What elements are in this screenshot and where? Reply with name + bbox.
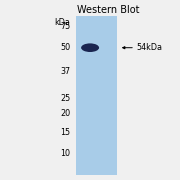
Text: 54kDa: 54kDa: [137, 43, 163, 52]
Text: 37: 37: [60, 68, 70, 76]
Text: 10: 10: [60, 149, 70, 158]
Text: 50: 50: [60, 43, 70, 52]
Text: Western Blot: Western Blot: [77, 5, 139, 15]
Text: 75: 75: [60, 22, 70, 31]
Text: 15: 15: [60, 128, 70, 137]
Text: 25: 25: [60, 94, 70, 103]
Text: kDa: kDa: [54, 18, 70, 27]
Bar: [76, 16, 117, 175]
Ellipse shape: [81, 43, 99, 52]
Text: 20: 20: [60, 109, 70, 118]
